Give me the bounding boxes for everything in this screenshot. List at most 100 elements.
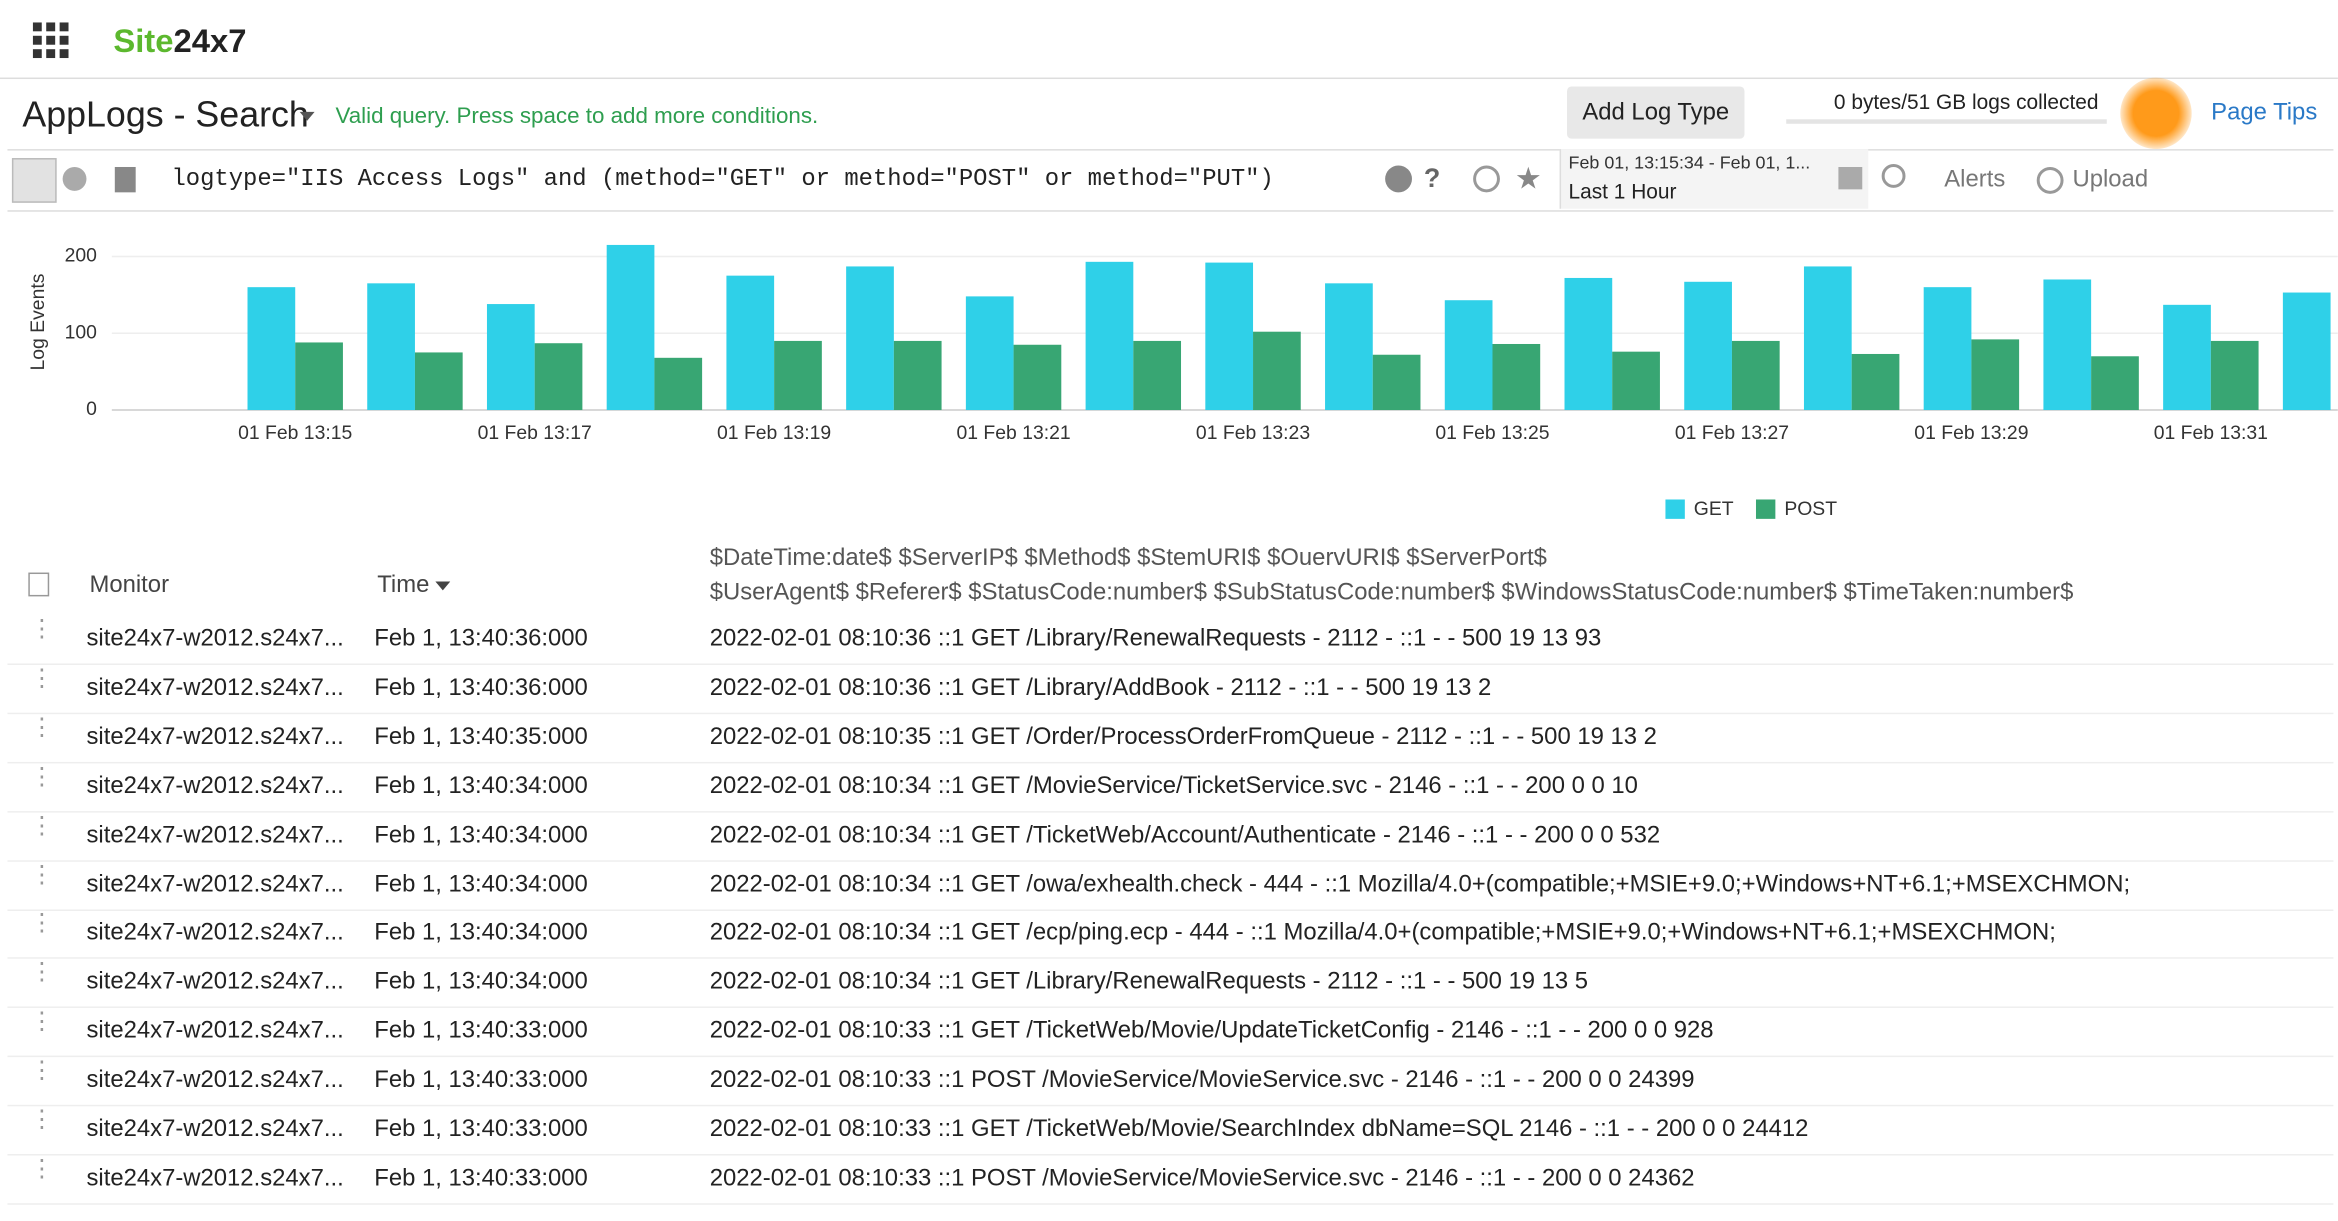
monitor-cell[interactable]: site24x7-w2012.s24x7... <box>86 1067 344 1094</box>
bar <box>2210 340 2259 411</box>
bar <box>1684 281 1732 411</box>
monitor-cell[interactable]: site24x7-w2012.s24x7... <box>86 822 344 848</box>
x-tick-label: 01 Feb 13:31 <box>2154 422 2268 444</box>
bar <box>2163 304 2211 411</box>
y-tick-label: 100 <box>65 321 98 343</box>
divider <box>0 77 2338 80</box>
row-menu[interactable]: ⋮ <box>29 813 54 839</box>
message-cell: 2022-02-01 08:10:33 ::1 POST /MovieServi… <box>709 1165 1695 1192</box>
row-divider <box>7 1055 2334 1058</box>
dropdown-arrow[interactable] <box>298 110 316 122</box>
saved-query-icon[interactable] <box>114 166 136 193</box>
bar <box>1372 354 1421 411</box>
bar <box>1253 331 1301 411</box>
message-cell: 2022-02-01 08:10:34 ::1 GET /Library/Ren… <box>709 969 1589 995</box>
message-cell: 2022-02-01 08:10:34 ::1 GET /ecp/ping.ec… <box>709 920 2056 946</box>
page-tips-link[interactable]: Page Tips <box>2211 99 2318 126</box>
row-divider <box>7 908 2334 911</box>
row-menu[interactable]: ⋮ <box>29 715 54 741</box>
row-menu[interactable]: ⋮ <box>29 666 54 692</box>
row-divider <box>7 1154 2334 1156</box>
monitor-cell[interactable]: site24x7-w2012.s24x7... <box>86 920 344 946</box>
x-tick-label: 01 Feb 13:27 <box>1675 422 1789 444</box>
share-button[interactable] <box>1473 165 1500 193</box>
monitor-cell[interactable]: site24x7-w2012.s24x7... <box>86 1018 344 1044</box>
monitor-cell[interactable]: site24x7-w2012.s24x7... <box>86 1116 344 1143</box>
row-menu[interactable]: ⋮ <box>29 1107 54 1134</box>
legend-swatch <box>1755 499 1776 519</box>
row-menu[interactable]: ⋮ <box>29 1156 54 1183</box>
help-button[interactable]: ? <box>1423 163 1441 194</box>
bar <box>1851 353 1900 411</box>
query-input[interactable]: logtype="IIS Access Logs" and (method="G… <box>171 165 1274 193</box>
search-button[interactable] <box>1881 164 1906 188</box>
monitor-cell[interactable]: site24x7-w2012.s24x7... <box>86 773 344 799</box>
column-header[interactable]: Monitor <box>89 572 170 598</box>
query-bar <box>7 149 2334 212</box>
bar <box>1612 351 1660 411</box>
usage-text: 0 bytes/51 GB logs collected <box>1833 89 2099 114</box>
message-header: $DateTime:date$ $ServerIP$ $Method$ $Ste… <box>709 545 1547 572</box>
row-menu[interactable]: ⋮ <box>29 1058 54 1085</box>
add-log-type-button[interactable]: Add Log Type <box>1567 86 1745 139</box>
monitor-cell[interactable]: site24x7-w2012.s24x7... <box>86 724 344 750</box>
time-range-box[interactable] <box>1559 149 1869 209</box>
query-status: Valid query. Press space to add more con… <box>335 103 819 129</box>
bar <box>893 340 942 411</box>
time-cell: Feb 1, 13:40:34:000 <box>374 969 588 995</box>
upload-icon[interactable] <box>2036 166 2064 194</box>
columns-icon[interactable] <box>28 572 50 597</box>
monitor-cell[interactable]: site24x7-w2012.s24x7... <box>86 969 344 995</box>
bar <box>1564 277 1613 411</box>
time-cell: Feb 1, 13:40:33:000 <box>374 1116 588 1143</box>
message-cell: 2022-02-01 08:10:34 ::1 GET /TicketWeb/A… <box>709 822 1661 848</box>
alerts-button[interactable]: Alerts <box>1944 166 2006 193</box>
row-menu[interactable]: ⋮ <box>29 617 54 643</box>
bar <box>2043 279 2092 411</box>
app-grid-icon[interactable] <box>32 22 69 59</box>
row-menu[interactable]: ⋮ <box>29 911 54 937</box>
message-cell: 2022-02-01 08:10:33 ::1 GET /TicketWeb/M… <box>709 1018 1714 1044</box>
column-header[interactable]: Time <box>377 572 430 598</box>
time-cell: Feb 1, 13:40:34:000 <box>374 871 588 897</box>
upload-button[interactable]: Upload <box>2072 166 2149 193</box>
monitor-cell[interactable]: site24x7-w2012.s24x7... <box>86 675 344 701</box>
clear-query-button[interactable] <box>1385 165 1412 193</box>
x-tick-label: 01 Feb 13:15 <box>238 422 352 444</box>
time-range: Feb 01, 13:15:34 - Feb 01, 1... <box>1568 152 1811 173</box>
row-menu[interactable]: ⋮ <box>29 862 54 888</box>
tips-icon[interactable] <box>2120 77 2192 150</box>
time-preset: Last 1 Hour <box>1568 178 1677 203</box>
sort-arrow[interactable] <box>435 581 451 591</box>
x-tick-label: 01 Feb 13:19 <box>717 422 831 444</box>
x-tick-label: 01 Feb 13:21 <box>956 422 1070 444</box>
time-cell: Feb 1, 13:40:36:000 <box>374 626 588 652</box>
y-axis-label: Log Events <box>27 274 49 371</box>
row-menu[interactable]: ⋮ <box>29 1009 54 1036</box>
bar <box>534 343 583 411</box>
bar <box>247 287 296 411</box>
favorite-button[interactable]: ★ <box>1514 163 1542 197</box>
row-menu[interactable]: ⋮ <box>29 764 54 790</box>
bar <box>965 296 1014 411</box>
legend-swatch <box>1665 499 1685 519</box>
legend-label: POST <box>1784 498 1837 520</box>
monitor-cell[interactable]: site24x7-w2012.s24x7... <box>86 626 344 652</box>
logo[interactable]: Site24x7 <box>113 22 246 61</box>
chart-view-button[interactable] <box>62 166 87 191</box>
bar <box>1444 300 1493 411</box>
time-cell: Feb 1, 13:40:33:000 <box>374 1067 588 1094</box>
list-view-button[interactable] <box>11 158 57 203</box>
time-cell: Feb 1, 13:40:36:000 <box>374 675 588 701</box>
row-menu[interactable]: ⋮ <box>29 960 54 986</box>
calendar-icon[interactable] <box>1838 166 1863 190</box>
message-cell: 2022-02-01 08:10:33 ::1 POST /MovieServi… <box>709 1067 1695 1094</box>
page-title[interactable]: AppLogs - Search <box>22 95 309 136</box>
bar <box>846 266 894 411</box>
logo-part: Site <box>113 22 174 60</box>
message-cell: 2022-02-01 08:10:35 ::1 GET /Order/Proce… <box>709 724 1657 750</box>
monitor-cell[interactable]: site24x7-w2012.s24x7... <box>86 1165 344 1192</box>
monitor-cell[interactable]: site24x7-w2012.s24x7... <box>86 871 344 897</box>
